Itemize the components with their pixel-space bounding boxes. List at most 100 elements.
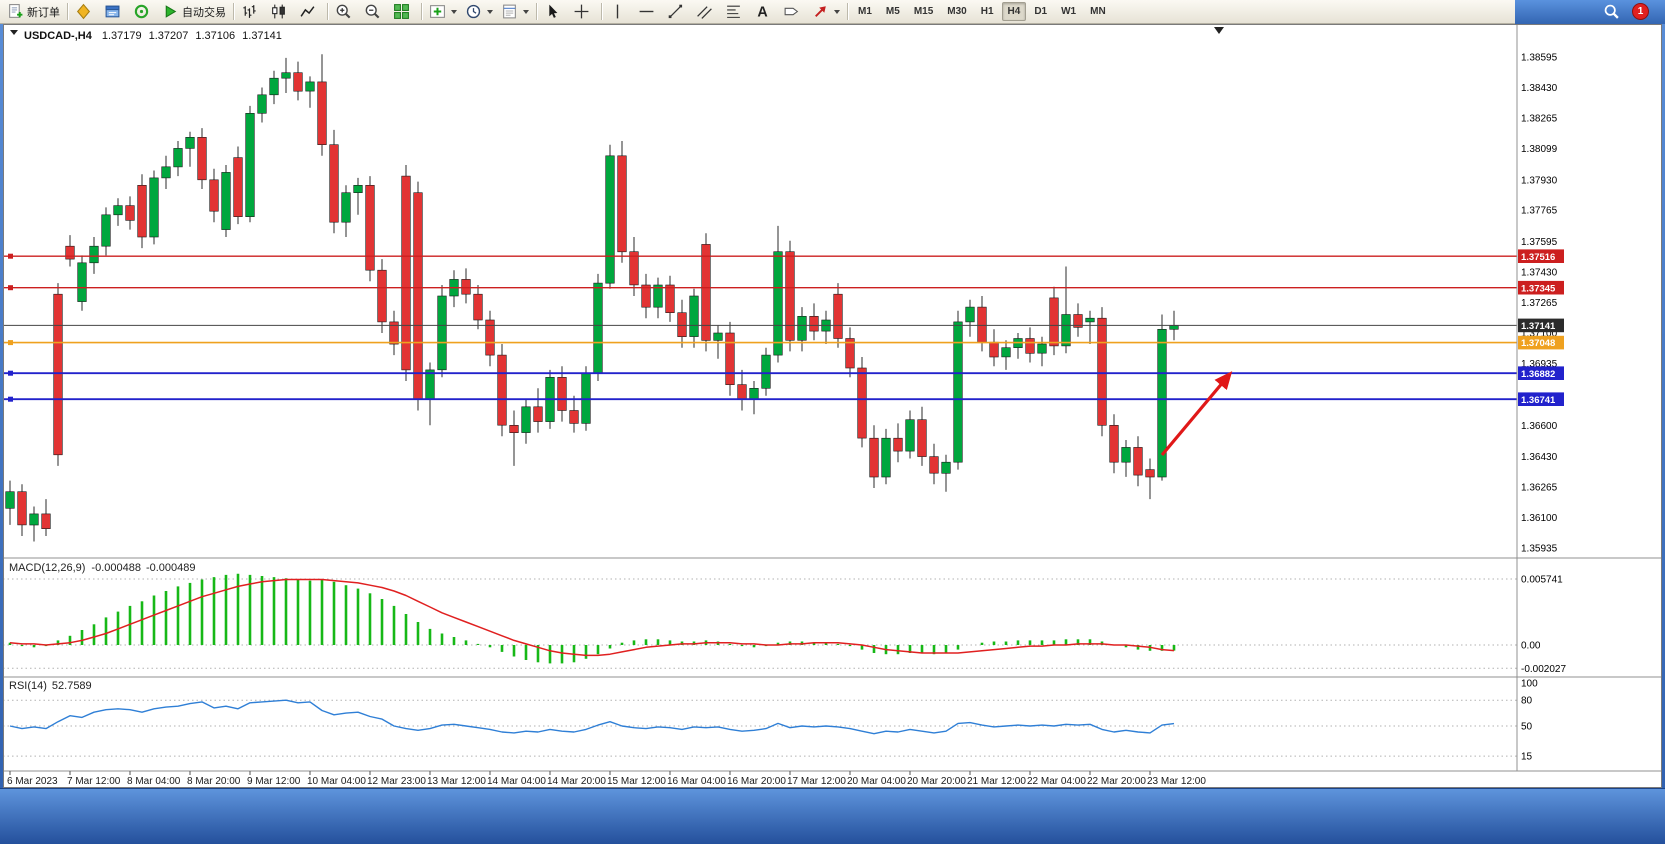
crosshair-button[interactable]	[570, 1, 597, 23]
price-axis-label: 1.36935	[1521, 359, 1558, 370]
chart-title: USDCAD-,H4 1.37179 1.37207 1.37106 1.37141	[24, 30, 282, 42]
candle-body	[869, 437, 879, 478]
candle-body	[653, 284, 663, 308]
indicators-button[interactable]	[426, 1, 460, 23]
candle-body	[881, 437, 891, 478]
candle-body	[137, 185, 147, 238]
resistance-badge-2	[1518, 280, 1564, 295]
candle-body	[941, 461, 951, 474]
autotrading-button[interactable]: 自动交易	[159, 1, 229, 23]
timeframe-d1-button[interactable]: D1	[1034, 6, 1048, 17]
pivot-line-handle[interactable]	[8, 340, 13, 346]
pivot-badge	[1518, 335, 1564, 350]
new-order-button-label: 新订单	[27, 6, 60, 19]
fibonacci-button[interactable]	[722, 1, 749, 23]
line-chart-button[interactable]	[296, 1, 323, 23]
notification-badge[interactable]: 1	[1632, 3, 1649, 20]
vline-icon	[616, 4, 619, 19]
arrows-button[interactable]	[809, 1, 843, 23]
bar-chart-button[interactable]	[238, 1, 265, 23]
templates-button[interactable]	[498, 1, 532, 23]
trendline-button[interactable]	[664, 1, 691, 23]
chart-shift-marker[interactable]	[1214, 27, 1224, 34]
candle-body	[1097, 317, 1107, 426]
vertical-line-button[interactable]	[606, 1, 633, 23]
timeframe-m30-button[interactable]: M30	[947, 6, 967, 17]
time-axis-label: 8 Mar 04:00	[127, 776, 181, 787]
zoom-in-button[interactable]	[332, 1, 359, 23]
toolbar-separator	[233, 3, 234, 20]
candlestick-chart-button[interactable]	[267, 1, 294, 23]
data-window-icon	[134, 4, 149, 19]
time-axis-label: 15 Mar 12:00	[607, 776, 666, 787]
time-axis-label: 14 Mar 04:00	[487, 776, 546, 787]
support-badge-1-label: 1.36882	[1521, 369, 1555, 380]
time-axis-label: 6 Mar 2023	[7, 776, 58, 787]
candle-body	[689, 295, 699, 337]
time-axis-label: 21 Mar 12:00	[967, 776, 1026, 787]
candle-body	[125, 205, 135, 221]
rsi-label: RSI(14) 52.7589	[9, 680, 92, 692]
macd-value-2: -0.000489	[146, 562, 196, 574]
horizontal-line-button[interactable]	[635, 1, 662, 23]
cursor-button[interactable]	[541, 1, 568, 23]
navigator-button[interactable]	[101, 1, 128, 23]
templates-icon	[503, 4, 516, 19]
trend-arrow-annotation[interactable]	[1160, 371, 1233, 457]
market-watch-button[interactable]	[72, 1, 99, 23]
data-window-button[interactable]	[130, 1, 157, 23]
tile-windows-icon	[394, 4, 409, 19]
candle-body	[965, 306, 975, 323]
price-axis-label: 1.36600	[1521, 421, 1558, 432]
resistance-line-2-handle[interactable]	[8, 285, 13, 291]
label-button[interactable]	[780, 1, 807, 23]
candle-body	[5, 491, 15, 509]
rsi-value: 52.7589	[52, 680, 92, 692]
timeframe-m1-button[interactable]: M1	[858, 6, 872, 17]
support-line-1-handle[interactable]	[8, 370, 13, 376]
candle-body	[257, 94, 267, 114]
price-axis-label: 1.37595	[1521, 237, 1558, 248]
candle-body	[29, 513, 39, 526]
price-axis[interactable]: 1.38595 1.38430 1.38265 1.38099 1.37930 1.377…	[1518, 53, 1564, 555]
candle-body	[569, 410, 579, 424]
dropdown-caret-icon	[451, 9, 457, 14]
candle-body	[401, 175, 411, 371]
periods-button[interactable]	[462, 1, 496, 23]
time-axis[interactable]: 6 Mar 2023 7 Mar 12:00 8 Mar 04:00 8 Mar 20…	[7, 771, 1206, 787]
timeframe-h1-button[interactable]: H1	[980, 6, 994, 17]
timeframe-m15-button[interactable]: M15	[913, 6, 934, 17]
timeframe-m5-button[interactable]: M5	[885, 6, 900, 17]
timeframe-h4-button[interactable]: H4	[1001, 2, 1027, 21]
candle-body	[905, 419, 915, 452]
autotrading-icon	[165, 5, 177, 18]
time-axis-label: 20 Mar 04:00	[847, 776, 906, 787]
candle-body	[461, 279, 471, 295]
chart-border	[3, 24, 1662, 788]
pivot-badge-label: 1.37048	[1521, 338, 1555, 349]
macd-label: MACD(12,26,9) -0.000488 -0.000489	[9, 562, 196, 574]
resistance-line-1-handle[interactable]	[8, 253, 13, 259]
channel-button[interactable]	[693, 1, 720, 23]
usdcad-h4-chart[interactable]: 0.0057410.00-0.0020271008050151.385951.3…	[3, 24, 1662, 788]
tile-windows-button[interactable]	[390, 1, 417, 23]
candle-body	[1121, 447, 1131, 463]
support-line-2-handle[interactable]	[8, 396, 13, 402]
new-order-button[interactable]: 新订单	[4, 1, 63, 23]
candle-body	[65, 245, 75, 260]
candle-body	[185, 137, 195, 149]
macd-axis-label: 0.00	[1521, 641, 1541, 652]
price-axis-label: 1.37100	[1521, 329, 1558, 340]
candle-body	[773, 251, 783, 356]
candle-body	[761, 354, 771, 389]
text-button[interactable]: A	[751, 1, 778, 23]
candle-body	[929, 456, 939, 474]
zoom-out-button[interactable]	[361, 1, 388, 23]
macd-panel: 0.005741 0.00 -0.002027	[3, 573, 1566, 675]
support-badge-2	[1518, 392, 1564, 406]
chart-collapse-icon[interactable]	[10, 30, 18, 35]
toolbar-separator	[327, 3, 328, 20]
timeframe-mn-button[interactable]: MN	[1090, 6, 1106, 17]
timeframe-w1-button[interactable]: W1	[1061, 6, 1077, 17]
candle-body	[305, 81, 315, 92]
